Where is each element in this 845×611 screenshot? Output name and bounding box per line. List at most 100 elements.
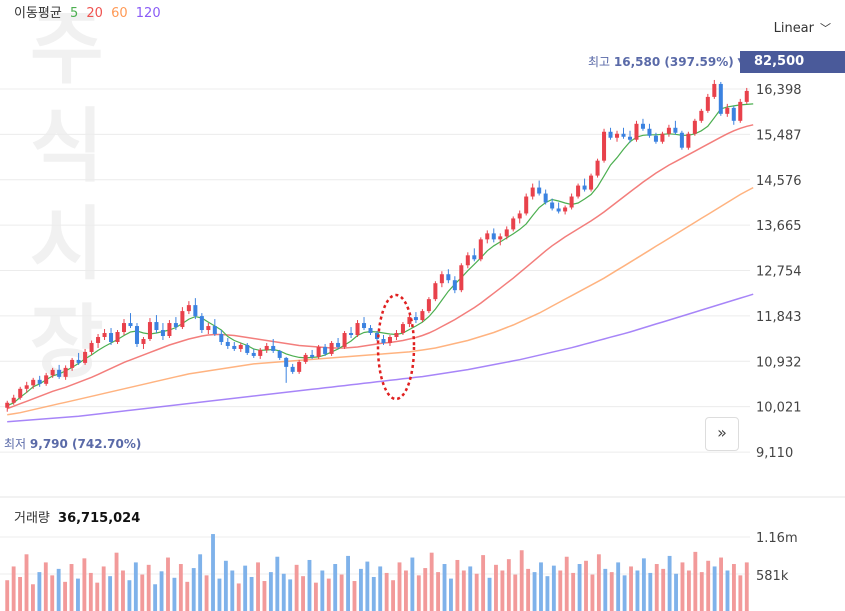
volume-bar xyxy=(506,559,511,611)
volume-bar xyxy=(584,560,588,611)
volume-bar xyxy=(95,582,100,611)
volume-bar xyxy=(371,576,376,611)
candle-body xyxy=(264,345,269,350)
candle-body xyxy=(569,196,574,208)
candle-body xyxy=(550,202,555,209)
volume-bar xyxy=(532,572,537,611)
volume-bar xyxy=(551,565,556,611)
volume-bar xyxy=(56,568,61,611)
candle-body xyxy=(31,379,36,386)
candle-body xyxy=(589,175,594,190)
volume-bar xyxy=(648,572,653,611)
candle-body xyxy=(653,135,658,142)
watermark: 주식시장 xyxy=(30,2,104,389)
candle-body xyxy=(368,328,373,334)
candle-body xyxy=(290,366,295,372)
candle-body xyxy=(439,274,444,284)
volume-bar xyxy=(24,554,29,611)
candle-body xyxy=(627,136,633,140)
candle-body xyxy=(362,323,367,329)
candle-body xyxy=(355,323,360,336)
volume-bar xyxy=(590,574,595,611)
volume-bar xyxy=(243,565,248,611)
volume-bar xyxy=(146,564,151,611)
candle-body xyxy=(271,345,276,351)
volume-bar xyxy=(539,562,543,611)
candle-body xyxy=(18,388,23,398)
y-tick-label: 13,665 xyxy=(756,219,802,234)
volume-bar xyxy=(262,581,267,611)
candle-body xyxy=(37,379,42,384)
volume-bar xyxy=(513,574,518,611)
candle-body xyxy=(199,316,204,331)
volume-bar xyxy=(275,556,280,611)
volume-bar xyxy=(69,564,74,611)
candle-body xyxy=(342,333,347,347)
candle-body xyxy=(446,274,451,281)
candle-body xyxy=(89,342,94,352)
candle-body xyxy=(621,133,626,137)
candle-body xyxy=(102,333,107,337)
candle-body xyxy=(128,323,133,327)
candle-body xyxy=(420,311,425,321)
volume-bar xyxy=(166,557,170,611)
candle-body xyxy=(556,208,561,212)
candle-body xyxy=(134,326,139,344)
volume-bar xyxy=(712,566,717,611)
candle-body xyxy=(121,323,127,333)
volume-bar xyxy=(416,575,421,611)
volume-bar xyxy=(249,576,254,611)
high-marker-label: 최고 xyxy=(588,55,611,69)
candle-body xyxy=(297,361,302,372)
high-marker-value: 16,580 (397.59%) xyxy=(613,55,734,69)
candle-body xyxy=(524,196,529,214)
candle-body xyxy=(251,352,256,356)
candle-body xyxy=(394,333,399,337)
expand-button[interactable]: » xyxy=(705,417,739,451)
volume-bar xyxy=(622,575,627,611)
volume-tick-label: 581k xyxy=(756,569,789,584)
ma5-line xyxy=(6,103,754,407)
volume-bar xyxy=(352,581,357,611)
volume-bar xyxy=(725,570,730,611)
candle-body xyxy=(472,255,477,260)
low-marker-value: 9,790 (742.70%) xyxy=(29,437,142,451)
y-tick-label: 15,487 xyxy=(756,128,802,143)
candle-body xyxy=(705,96,710,111)
candle-body xyxy=(602,131,607,161)
volume-bar xyxy=(731,564,736,611)
candle-body xyxy=(491,233,496,240)
volume-bar xyxy=(500,570,505,611)
volume-bar xyxy=(63,581,68,611)
candle-body xyxy=(5,402,10,408)
volume-bar xyxy=(172,577,177,611)
y-tick-label: 10,932 xyxy=(756,355,802,370)
candle-body xyxy=(452,280,457,291)
scale-selector[interactable]: Linear ﹀ xyxy=(774,20,831,36)
candle-body xyxy=(563,207,568,212)
volume-bar xyxy=(159,571,164,611)
volume-bar xyxy=(11,566,16,611)
candle-body xyxy=(225,341,230,346)
ma-legend: 이동평균 5 20 60 120 xyxy=(14,2,161,21)
volume-bar xyxy=(481,555,486,611)
candle-body xyxy=(640,123,645,129)
candle-body xyxy=(141,338,146,344)
volume-bar xyxy=(468,566,473,611)
volume-bar xyxy=(339,574,344,611)
low-marker-label: 최저 xyxy=(4,437,27,451)
volume-bar xyxy=(558,570,563,611)
volume-bar xyxy=(153,584,158,611)
volume-bar xyxy=(140,574,145,611)
high-marker: 최고 16,580 (397.59%) ▼ xyxy=(588,53,747,70)
candle-body xyxy=(70,359,75,368)
candle-body xyxy=(615,133,620,138)
volume-label-text: 거래량 xyxy=(14,511,50,526)
volume-bar xyxy=(108,576,113,611)
volume-bar xyxy=(37,572,42,611)
candle-body xyxy=(738,101,743,121)
candle-body xyxy=(647,128,652,136)
annotation-ellipse xyxy=(376,293,416,401)
volume-bar xyxy=(674,573,678,611)
